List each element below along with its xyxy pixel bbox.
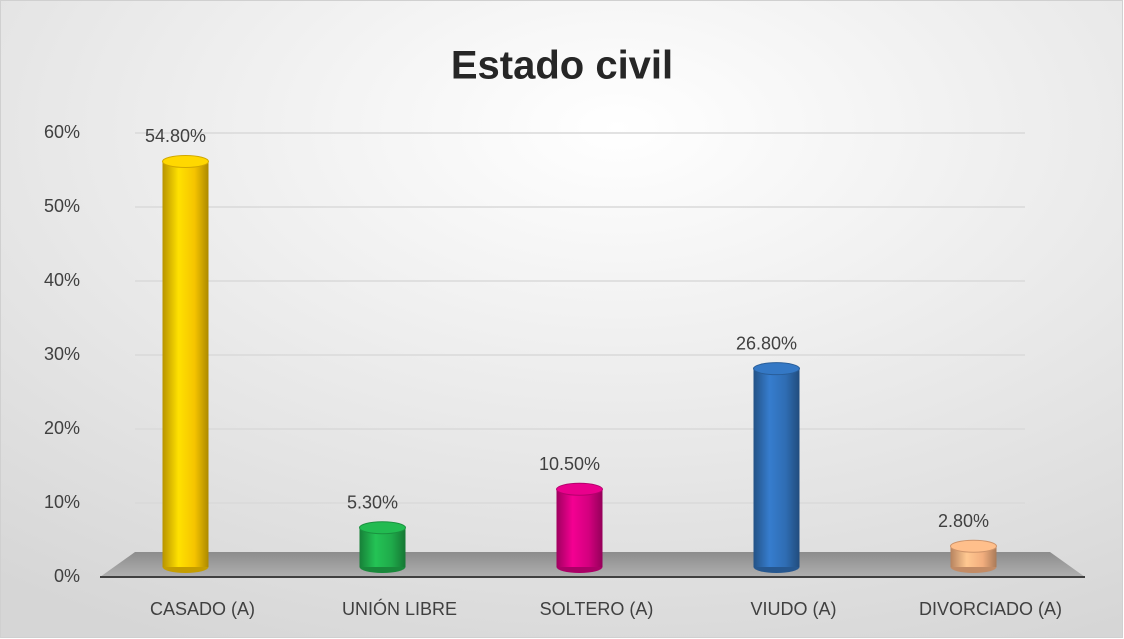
- x-tick-label: DIVORCIADO (A): [919, 599, 1062, 619]
- bar: [753, 368, 800, 567]
- y-tick-label: 20%: [44, 418, 80, 438]
- x-tick-label: UNIÓN LIBRE: [342, 598, 457, 619]
- y-tick-label: 50%: [44, 196, 80, 216]
- value-label: 2.80%: [938, 511, 989, 531]
- x-tick-label: SOLTERO (A): [540, 599, 654, 619]
- bar-top: [556, 482, 603, 496]
- y-tick-label: 30%: [44, 344, 80, 364]
- value-label: 5.30%: [347, 493, 398, 513]
- value-label: 54.80%: [145, 126, 206, 146]
- bar-top: [950, 539, 997, 553]
- bar: [556, 489, 603, 567]
- y-tick-label: 60%: [44, 122, 80, 142]
- bar: [359, 527, 406, 567]
- x-tick-label: CASADO (A): [150, 599, 255, 619]
- y-tick-label: 40%: [44, 270, 80, 290]
- bar-top: [162, 154, 209, 168]
- bar: [162, 161, 209, 568]
- bar-top: [359, 521, 406, 535]
- y-tick-label: 10%: [44, 492, 80, 512]
- x-tick-label: VIUDO (A): [750, 599, 836, 619]
- y-tick-label: 0%: [54, 566, 80, 586]
- value-label: 10.50%: [539, 454, 600, 474]
- bar-top: [753, 362, 800, 376]
- value-label: 26.80%: [736, 333, 797, 353]
- chart-title: Estado civil: [451, 44, 673, 88]
